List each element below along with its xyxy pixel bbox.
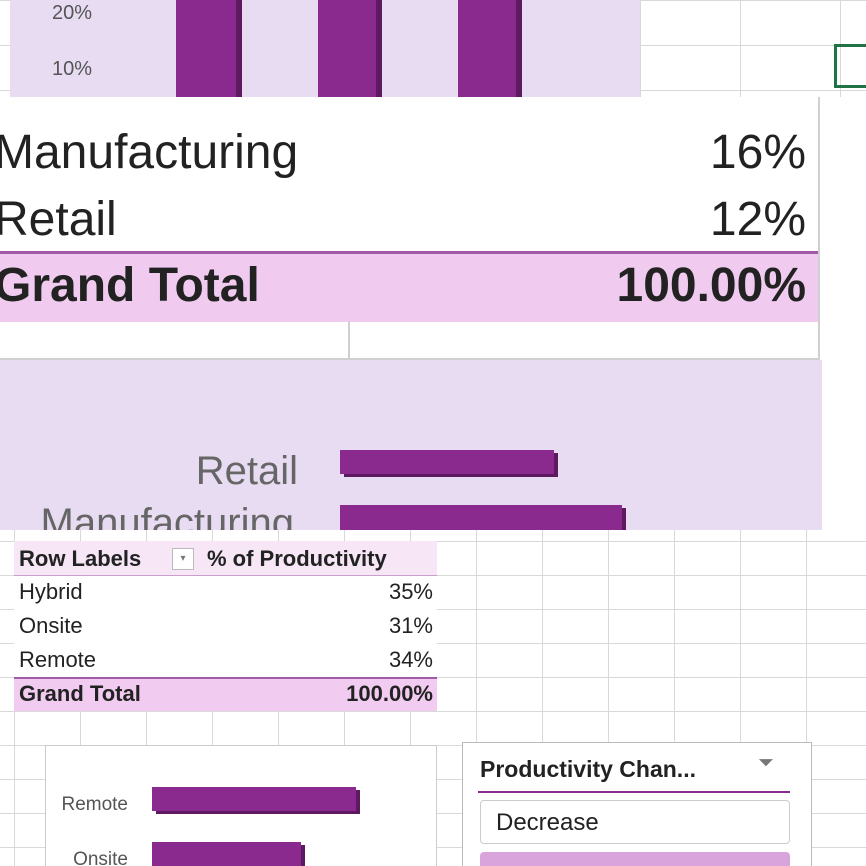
slicer-title: Productivity Chan... [480,756,696,782]
bar [340,450,554,474]
cell-border [348,321,350,359]
slicer-item[interactable] [480,852,790,866]
bar [318,0,382,97]
top-crop: 20% 10% [0,0,866,97]
row-label: Manufacturing [0,126,299,179]
total-label: Grand Total [19,681,141,706]
header-cell: Row Labels [19,546,142,571]
cell-border [818,97,820,530]
total-label: Grand Total [0,259,260,312]
total-row [0,251,818,322]
slicer-item-label: Decrease [496,809,599,836]
bar [458,0,522,97]
total-value: 100.00% [346,681,433,706]
sheet-crop: Row Labels ▾ % of Productivity Grand Tot… [0,530,866,866]
tick-label: 20% [52,2,93,24]
slicer-divider [478,791,790,793]
filter-button[interactable]: ▾ [172,548,194,570]
zoom-crop: Manufacturing 16% Retail 12% Grand Total… [0,97,866,530]
row-value: 16% [709,126,806,179]
bar [176,0,242,97]
tick-label: 10% [52,58,93,80]
slicer-item[interactable] [480,800,790,844]
row-label: Hybrid [19,579,83,604]
axis-label: Remote [61,794,128,815]
bar [152,787,356,811]
row-label: Remote [19,647,97,672]
axis-label: Manufacturing [40,501,294,530]
axis-label: Retail [195,449,298,493]
row-value: 31% [388,613,433,638]
axis-label: Onsite [73,849,128,866]
row-value: 35% [388,579,433,604]
row-value: 34% [388,647,433,672]
row-value: 12% [709,193,806,246]
clear-filter[interactable]: ⏷ [758,752,774,774]
row-label: Onsite [19,613,83,638]
bar [340,505,622,530]
selected-cell[interactable] [834,44,866,88]
total-row [14,677,437,711]
row-label: Retail [0,193,117,246]
cell-border [0,358,818,360]
total-value: 100.00% [616,259,807,312]
header-row [14,541,437,576]
bar [152,842,301,866]
chart-area [0,360,822,530]
slicer [462,742,812,866]
header-cell: % of Productivity [207,546,387,571]
